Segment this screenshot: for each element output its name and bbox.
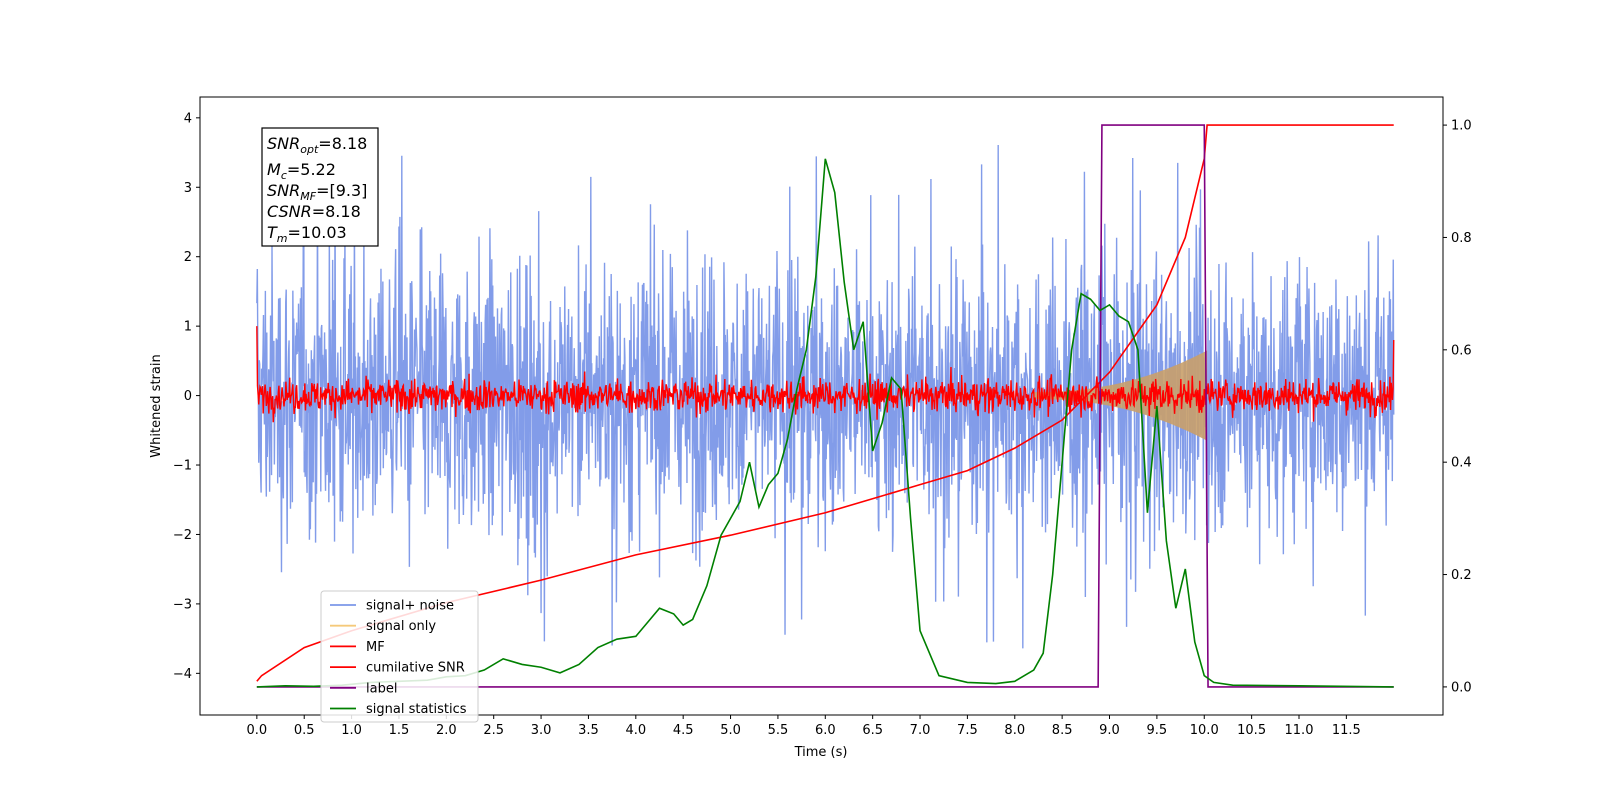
y2-tick-label: 0.6 [1451,343,1472,358]
y-tick-label: 2 [184,250,192,265]
x-tick-label: 2.5 [483,723,504,738]
x-tick-label: 5.0 [720,723,741,738]
x-tick-label: 0.5 [294,723,315,738]
x-tick-label: 3.5 [578,723,599,738]
annotation-frame [261,127,379,247]
x-tick-label: 4.5 [673,723,694,738]
x-tick-label: 3.0 [531,723,552,738]
legend-frame [320,590,479,723]
annotation-tm: Tm=10.03 [267,223,347,245]
legend-label-signal-statistics: signal statistics [366,702,467,717]
legend-label-signal-noise: signal+ noise [366,599,454,614]
y2-tick-label: 0.4 [1451,456,1472,471]
x-tick-label: 1.0 [341,723,362,738]
series-signal-statistics [256,158,1394,688]
y-axis-label: Whitened strain [149,354,164,457]
x-tick-label: 7.0 [910,723,931,738]
annotation-box: SNRopt=8.18 Mc=5.22 SNRMF=[9.3] CSNR=8.1… [261,127,379,247]
legend-label-label: label [366,681,397,696]
series-mf [256,326,1395,423]
y-tick-label: −3 [173,597,192,612]
annotation-snr-opt: SNRopt=8.18 [267,134,367,156]
y2-tick-label: 1.0 [1451,119,1472,134]
y2-tick-label: 0.0 [1451,680,1472,695]
y-axis-right: 1.0 0.8 0.6 0.4 0.2 0.0 [1443,119,1472,695]
y-axis-left: 4 3 2 1 0 −1 −2 −3 −4 [173,111,200,682]
x-tick-label: 0.0 [247,723,268,738]
x-tick-label: 7.5 [957,723,978,738]
x-axis-label: Time (s) [794,745,848,760]
x-tick-label: 11.5 [1332,723,1361,738]
y-tick-label: 4 [184,111,192,126]
y-tick-label: 3 [184,181,192,196]
annotation-snr-mf: SNRMF=[9.3] [267,181,367,203]
x-tick-label: 8.5 [1052,723,1073,738]
y-tick-label: −4 [173,667,192,682]
x-tick-label: 5.5 [768,723,789,738]
legend: signal+ noise signal only MF cumilative SNR… [320,590,479,723]
x-tick-label: 4.0 [625,723,646,738]
y-tick-label: 1 [184,320,192,335]
y-tick-label: −1 [173,459,192,474]
x-tick-label: 10.5 [1237,723,1266,738]
x-tick-label: 9.0 [1099,723,1120,738]
x-tick-label: 2.0 [436,723,457,738]
x-tick-label: 6.5 [862,723,883,738]
legend-label-signal-only: signal only [366,619,436,634]
y2-tick-label: 0.2 [1451,568,1472,583]
x-axis: 0.0 0.5 1.0 1.5 2.0 2.5 3.0 3.5 4.0 4.5 5.0 5.5 6.0 6… [247,715,1361,738]
x-tick-label: 9.5 [1147,723,1168,738]
x-tick-label: 8.0 [1004,723,1025,738]
annotation-csnr: CSNR=8.18 [267,202,361,221]
x-tick-label: 6.0 [815,723,836,738]
x-tick-label: 11.0 [1285,723,1314,738]
legend-label-mf: MF [366,640,385,655]
x-tick-label: 1.5 [389,723,410,738]
annotation-mc: Mc=5.22 [267,160,336,182]
plot-frame [199,96,1444,716]
y2-tick-label: 0.8 [1451,231,1472,246]
x-tick-label: 10.0 [1190,723,1219,738]
legend-label-cumilative-snr: cumilative SNR [366,661,465,676]
y-tick-label: −2 [173,528,192,543]
y-tick-label: 0 [184,389,192,404]
series-label [256,124,1394,688]
